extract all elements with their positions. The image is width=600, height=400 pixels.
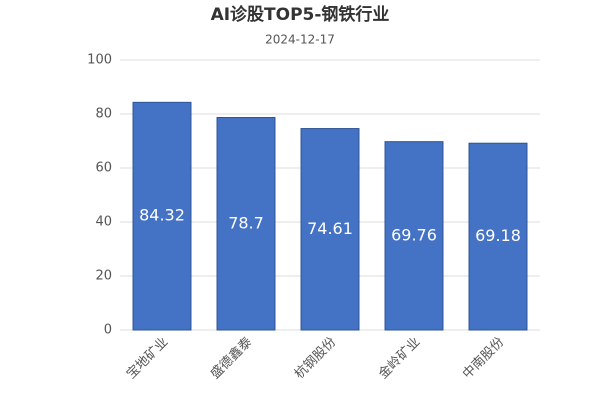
bar <box>216 117 276 331</box>
value-label: 69.76 <box>391 225 437 244</box>
bar <box>132 101 192 331</box>
value-label: 69.18 <box>475 226 521 245</box>
y-tick-label: 0 <box>104 323 112 338</box>
bar <box>384 141 444 331</box>
bar <box>300 128 360 331</box>
x-tick-label: 宝地矿业 <box>124 335 171 382</box>
x-tick-label: 杭钢股份 <box>292 335 339 382</box>
y-tick-label: 80 <box>95 107 112 122</box>
chart-title: AI诊股TOP5-钢铁行业 <box>211 4 390 25</box>
y-tick-label: 40 <box>95 215 112 230</box>
value-label: 78.7 <box>228 213 264 232</box>
x-tick-label: 盛德鑫泰 <box>207 334 255 382</box>
x-tick-label: 金岭矿业 <box>375 334 423 382</box>
y-tick-label: 20 <box>95 269 112 284</box>
bar <box>468 142 528 331</box>
x-tick-label: 中南股份 <box>459 334 507 382</box>
value-label: 84.32 <box>139 206 185 225</box>
y-tick-label: 100 <box>87 53 112 68</box>
value-label: 74.61 <box>307 219 353 238</box>
y-tick-label: 60 <box>95 161 112 176</box>
chart-subtitle: 2024-12-17 <box>265 33 335 47</box>
